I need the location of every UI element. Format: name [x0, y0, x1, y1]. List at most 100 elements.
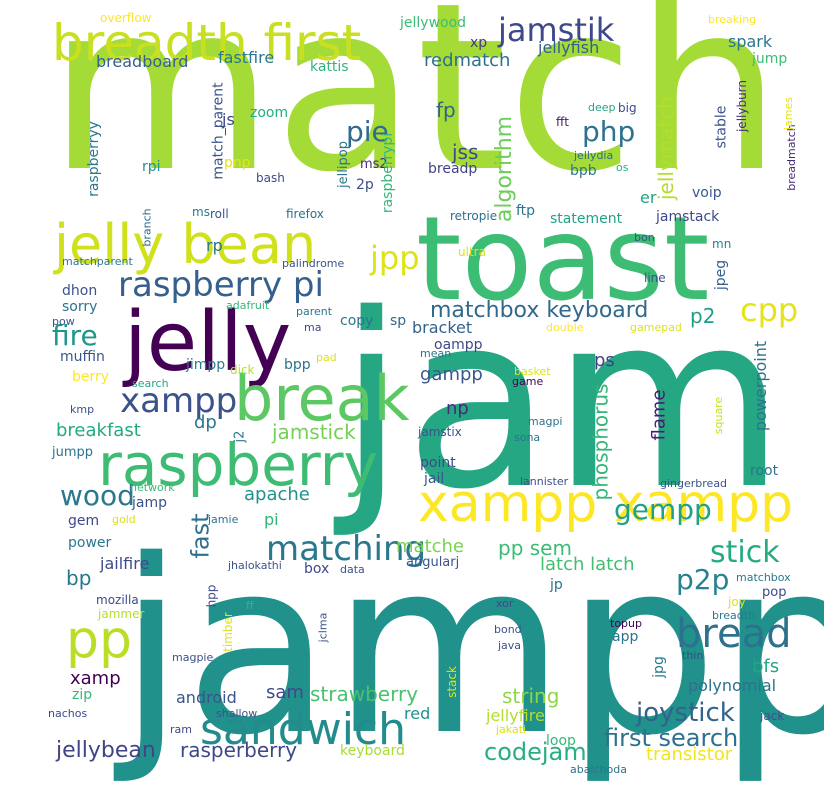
word-overflow: overflow [100, 11, 152, 25]
word-jss: jss [452, 140, 479, 164]
word-point: point [420, 455, 456, 471]
word-matche: matche [396, 536, 465, 557]
word-os: os [616, 161, 629, 174]
word-xor: xor [496, 597, 514, 610]
word-apache: apache [244, 484, 310, 505]
word-hpp: hpp [204, 584, 219, 608]
word-muffin: muffin [60, 349, 105, 365]
word-jamp: jamp [132, 495, 167, 511]
word-jellyfire: jellyfire [486, 706, 545, 725]
word-zoom: zoom [250, 105, 289, 121]
word-network: network [130, 481, 175, 494]
word-rpi: rpi [142, 159, 161, 175]
word-php: php [582, 115, 636, 148]
word-data: data [340, 563, 365, 576]
word-polynomial: polynomial [688, 676, 777, 695]
word-android: android [176, 688, 237, 707]
word-breakfast: breakfast [56, 420, 141, 441]
word-raspberrypi: raspberrypi [380, 132, 397, 214]
word-sandwich: sandwich [200, 704, 406, 755]
word-shallow: shallow [216, 707, 258, 720]
word-sp: sp [390, 313, 407, 329]
word-algorithm: algorithm [492, 115, 518, 223]
word-retropie: retropie [450, 209, 498, 223]
word-zip: zip [72, 687, 93, 703]
word-bpb: bpb [570, 163, 597, 179]
word-kattis: kattis [310, 59, 349, 75]
word-dhon: dhon [62, 283, 98, 299]
word-pie: pie [346, 115, 389, 148]
word-bread: bread [676, 611, 792, 657]
word-james: james [782, 96, 796, 131]
word-loop: loop [546, 733, 576, 749]
word-app: app [612, 629, 639, 645]
word-xampp: xampp [120, 381, 238, 421]
word-jclma: jclma [316, 612, 330, 643]
word-xamp: xamp [70, 668, 121, 689]
word-ftp: ftp [516, 203, 536, 219]
word-angularj: angularj [406, 555, 460, 570]
word-jakati: jakati [496, 723, 527, 736]
word-kmp: kmp [70, 403, 95, 416]
word-branch: branch [140, 208, 154, 247]
word-phosphorus: phosphorus [588, 383, 613, 501]
word-sam: sam [266, 682, 304, 703]
word-p2p: p2p [676, 563, 730, 596]
word-roll: roll [210, 207, 229, 221]
word-rp: rp [206, 236, 223, 255]
word-jpp: jpp [370, 239, 420, 277]
word-jailfire: jailfire [100, 554, 150, 573]
word-root: root [750, 463, 779, 479]
word-copy: copy [340, 313, 374, 329]
word-stable: stable [713, 105, 730, 149]
word-voip: voip [692, 185, 722, 201]
word-jellymatch: jellymatch [654, 95, 679, 201]
word-breaking: breaking [708, 13, 757, 26]
word-pop: pop [762, 585, 787, 600]
word-magpie: magpie [172, 651, 214, 664]
word-search: search [132, 377, 169, 390]
word-mozilla: mozilla [96, 593, 139, 607]
word-jump: jump [752, 51, 788, 67]
word-joystick: joystick [636, 698, 735, 728]
word-ff: ff [246, 599, 254, 612]
word-jelly-bean: jelly bean [54, 213, 317, 276]
word-jamstik: jamstik [498, 11, 615, 49]
word-pp-sem: pp sem [498, 536, 572, 560]
word-np: np [446, 398, 469, 419]
word-jammer: jammer [98, 607, 145, 621]
word-pow: pow [52, 315, 75, 328]
word-match: match [48, 0, 782, 223]
word-jellyburn: jellyburn [735, 79, 750, 133]
word-breadmatch: breadmatch [784, 124, 798, 191]
word-parent: parent [296, 305, 333, 318]
word-xp: xp [470, 35, 488, 51]
word-jail: jail [424, 471, 445, 487]
word-ps: ps [594, 350, 615, 371]
word-jellydia: jellydia [574, 149, 614, 162]
word-jamstack: jamstack [656, 209, 720, 225]
word-nachos: nachos [48, 707, 88, 720]
word-gingerbread: gingerbread [660, 477, 728, 490]
word-jamie: jamie [208, 513, 239, 526]
word-toast: toast [416, 192, 710, 327]
word-dp: dp [194, 412, 217, 433]
word-joy: joy [728, 595, 746, 609]
word-adafruit: adafruit [226, 299, 270, 312]
word-jhalokathi: jhalokathi [228, 559, 282, 572]
word-mn: mn [712, 237, 732, 251]
word-raspberry: raspberry [98, 431, 378, 499]
word-break: break [234, 362, 410, 435]
word-square: square [712, 396, 726, 435]
word-keyboard: keyboard [340, 743, 405, 759]
word-ms2: ms2 [360, 157, 388, 172]
word-latch-latch: latch latch [540, 554, 635, 575]
word-matchbox-keyboard: matchbox keyboard [430, 298, 649, 323]
word-fastfire: fastfire [218, 48, 275, 67]
word-jellyfish: jellyfish [538, 38, 600, 57]
word-jellywood: jellywood [400, 15, 467, 31]
word-pp: pp [66, 610, 133, 670]
word-spark: spark [728, 32, 773, 51]
word-mean: mean [420, 347, 452, 360]
